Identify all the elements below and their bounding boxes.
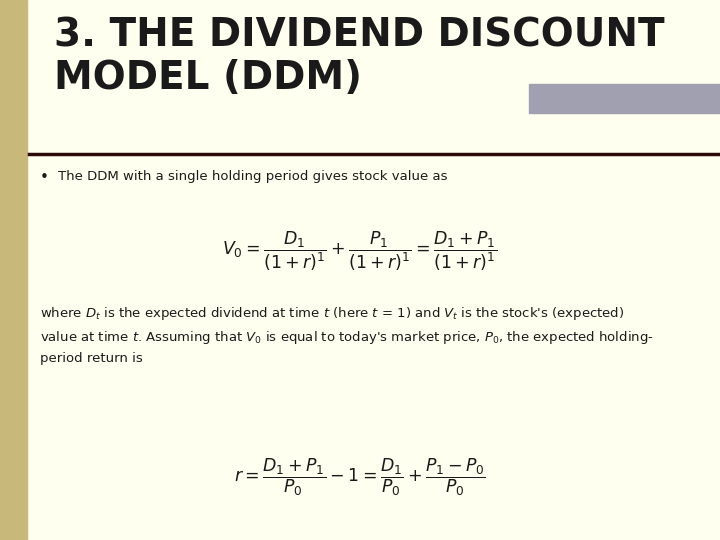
Bar [0, 0, 27, 540]
Text: 3. THE DIVIDEND DISCOUNT
MODEL (DDM): 3. THE DIVIDEND DISCOUNT MODEL (DDM) [54, 16, 665, 97]
Text: •: • [40, 170, 48, 185]
Text: where $D_t$ is the expected dividend at time $t$ (here $t$ = 1) and $V_t$ is the: where $D_t$ is the expected dividend at … [40, 305, 653, 365]
Text: $r = \dfrac{D_1 + P_1}{P_0} - 1 = \dfrac{D_1}{P_0} + \dfrac{P_1 - P_0}{P_0}$: $r = \dfrac{D_1 + P_1}{P_0} - 1 = \dfrac… [234, 456, 486, 498]
Text: The DDM with a single holding period gives stock value as: The DDM with a single holding period giv… [58, 170, 447, 183]
Text: $V_0 = \dfrac{D_1}{(1+r)^1} + \dfrac{P_1}{(1+r)^1} = \dfrac{D_1 + P_1}{(1+r)^1}$: $V_0 = \dfrac{D_1}{(1+r)^1} + \dfrac{P_1… [222, 230, 498, 273]
Bar [529, 84, 720, 113]
